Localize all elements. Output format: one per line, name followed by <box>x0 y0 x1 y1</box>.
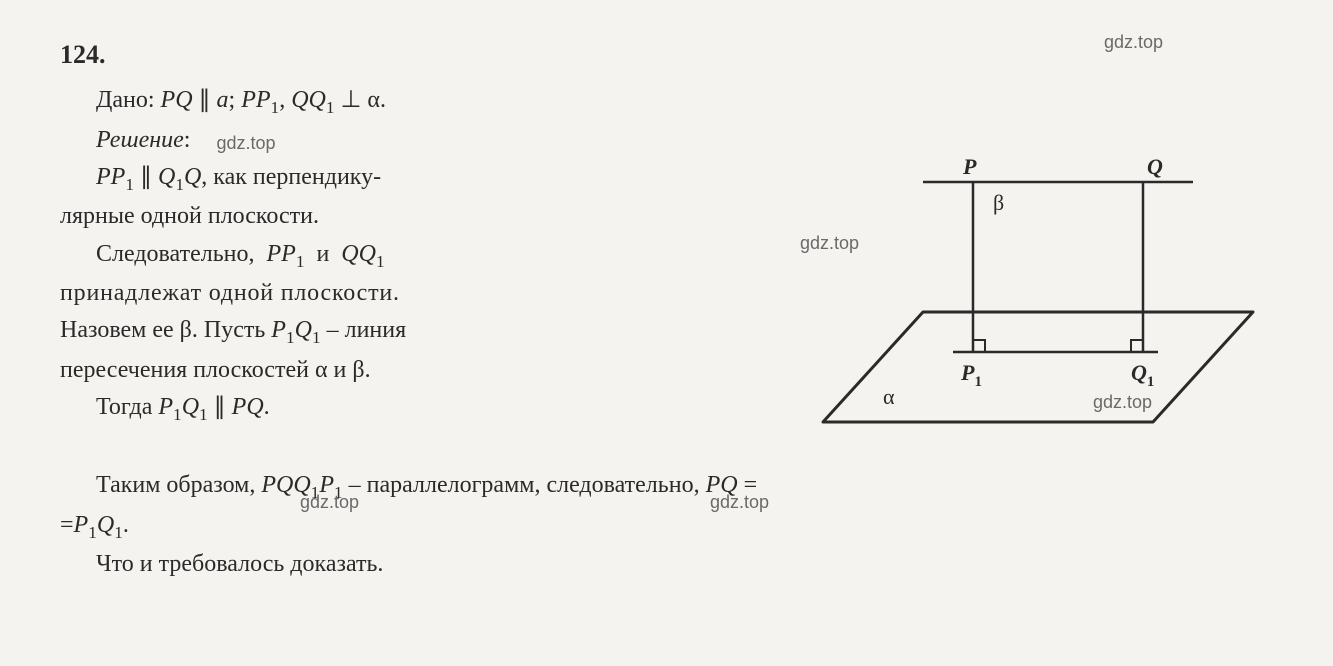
proof-line-6: пересечения плоскостей α и β. <box>60 352 783 389</box>
l1-par: ∥ <box>134 164 158 190</box>
l9-dot: . <box>123 512 129 538</box>
proof-line-2: лярные одной плоскости. <box>60 198 783 235</box>
sub-pp1: 1 <box>271 98 280 117</box>
watermark-top-right: gdz.top <box>1104 32 1163 53</box>
svg-text:P: P <box>962 154 977 179</box>
proof-line-7: Тогда P1Q1 ∥ PQ. <box>60 389 783 429</box>
watermark-bottom-right: gdz.top <box>710 489 769 517</box>
l7-dot: . <box>264 394 270 420</box>
l5-a: Назовем ее β. Пусть <box>60 317 271 343</box>
given-semi: ; <box>229 87 242 113</box>
l7-q1-sub: 1 <box>199 405 208 424</box>
l7-q1: Q <box>182 394 199 420</box>
l7-pq: PQ <box>232 394 264 420</box>
given-pq: PQ <box>161 87 193 113</box>
geometry-diagram: PQP1Q1αβ <box>813 162 1273 452</box>
l3-pp1-sub: 1 <box>296 251 305 270</box>
given-a: a <box>217 87 229 113</box>
l1-rest: , как перпендику- <box>201 164 381 190</box>
content-wrapper: Дано: PQ ∥ a; PP1, QQ1 ⊥ α. Решение: gdz… <box>60 82 1273 459</box>
l3-and: и <box>310 241 335 267</box>
proof-line-10: Что и требовалось доказать. <box>60 546 1273 583</box>
text-column: Дано: PQ ∥ a; PP1, QQ1 ⊥ α. Решение: gdz… <box>60 82 783 459</box>
given-comma: , <box>279 87 291 113</box>
diagram-column: P Q P1 Q1 α β gdz.top <box>813 82 1273 459</box>
l1-q1: Q <box>158 164 175 190</box>
svg-text:Q1: Q1 <box>1131 360 1154 390</box>
watermark-bottom-left: gdz.top <box>300 489 359 517</box>
l3-sled: Следовательно, <box>96 241 260 267</box>
l8-b: – параллелограмм, следовательно, <box>343 472 706 498</box>
l3-pp1: PP <box>266 241 295 267</box>
proof-line-3: Следовательно, PP1 и QQ1 gdz.top <box>60 236 783 276</box>
proof-line-1: PP1 ∥ Q1Q, как перпендику- <box>60 159 783 199</box>
l9-eq: = <box>60 512 74 538</box>
l9-q1: Q <box>97 512 114 538</box>
l7-p1-sub: 1 <box>173 405 182 424</box>
l5-p1-sub: 1 <box>286 328 295 347</box>
l7-a: Тогда <box>96 394 158 420</box>
proof-line-5: Назовем ее β. Пусть P1Q1 – линия <box>60 312 783 352</box>
given-line: Дано: PQ ∥ a; PP1, QQ1 ⊥ α. <box>60 82 783 122</box>
l9-p1: P <box>74 512 89 538</box>
l8-a: Таким образом, <box>96 472 261 498</box>
l3-qq1-sub: 1 <box>376 251 385 270</box>
l9-p1-sub: 1 <box>88 522 97 541</box>
solution-label-line: Решение: gdz.top <box>60 122 783 159</box>
svg-text:P1: P1 <box>960 360 982 390</box>
svg-text:Q: Q <box>1147 154 1163 179</box>
l5-q1-sub: 1 <box>312 328 321 347</box>
svg-text:β: β <box>993 190 1004 215</box>
given-parallel: ∥ <box>193 87 217 113</box>
proof-line-8: Таким образом, PQQ1P1 – параллелограмм, … <box>60 467 1273 507</box>
proof-line-9: =P1Q1. gdz.top gdz.top <box>60 507 1273 547</box>
l9-q1-sub: 1 <box>114 522 123 541</box>
l7-par: ∥ <box>208 394 232 420</box>
l3-qq1: QQ <box>341 241 376 267</box>
l5-b: – линия <box>321 317 407 343</box>
given-pp1: PP <box>241 87 270 113</box>
solution-label: Решение <box>96 127 184 153</box>
proof-line-4: принадлежат одной плоскости. <box>60 275 783 312</box>
l1-pp1-sub: 1 <box>125 175 134 194</box>
l7-p1: P <box>158 394 173 420</box>
svg-text:α: α <box>883 384 895 409</box>
l1-q1-sub: 1 <box>175 175 184 194</box>
watermark-after-reshenie: gdz.top <box>216 133 275 153</box>
l5-q1: Q <box>295 317 312 343</box>
watermark-below-q1: gdz.top <box>1093 392 1152 413</box>
given-perp: ⊥ α. <box>335 87 386 113</box>
solution-colon: : <box>184 127 191 153</box>
given-label: Дано: <box>96 87 155 113</box>
l5-p1: P <box>271 317 286 343</box>
bottom-lines: Таким образом, PQQ1P1 – параллелограмм, … <box>60 467 1273 583</box>
given-qq1: QQ <box>291 87 326 113</box>
sub-qq1: 1 <box>326 98 335 117</box>
l1-pp1: PP <box>96 164 125 190</box>
l1-q: Q <box>184 164 201 190</box>
problem-number: 124. <box>60 40 1273 70</box>
